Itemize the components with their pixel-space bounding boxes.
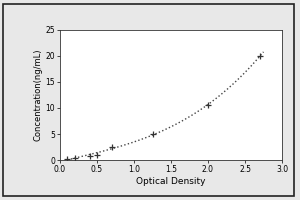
X-axis label: Optical Density: Optical Density xyxy=(136,177,206,186)
Y-axis label: Concentration(ng/mL): Concentration(ng/mL) xyxy=(34,49,43,141)
